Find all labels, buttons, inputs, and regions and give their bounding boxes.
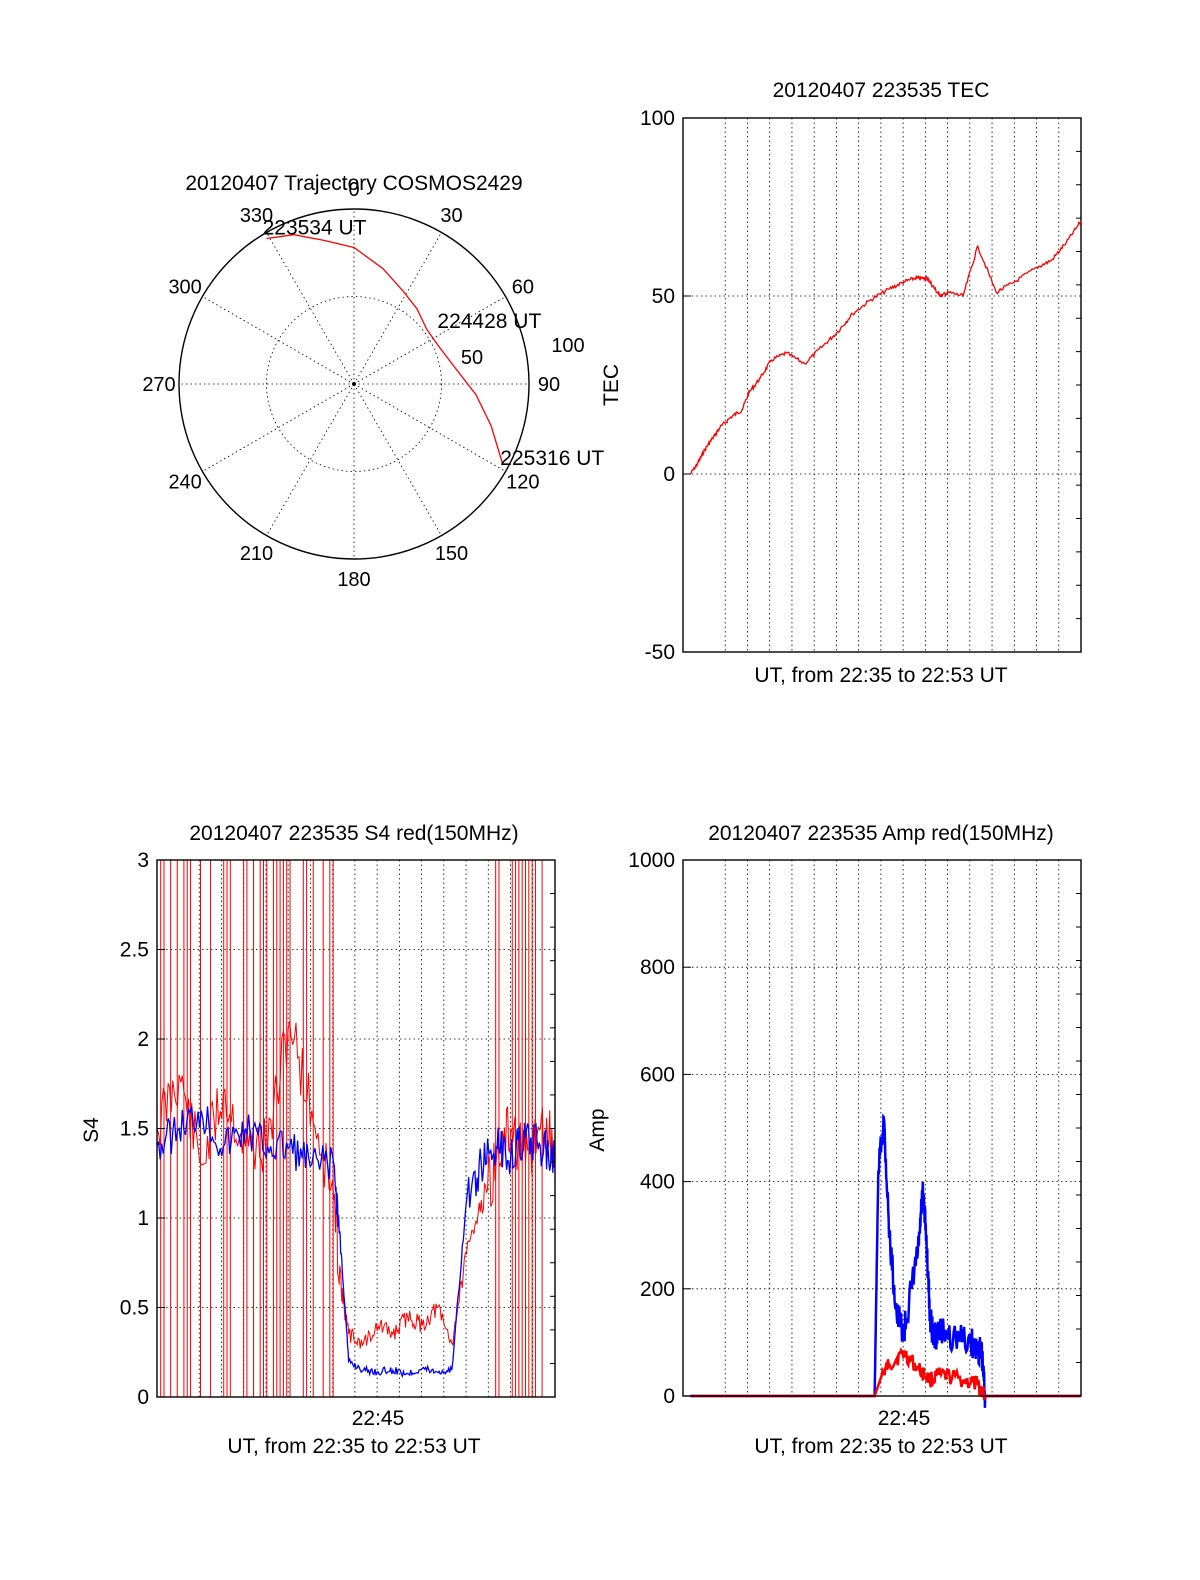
tec-series-line	[689, 220, 1082, 475]
s4-y-label: S4	[80, 1117, 103, 1143]
amp-x-tick-label: 22:45	[878, 1407, 931, 1430]
polar-angle-label-240: 240	[168, 472, 201, 494]
y-tick-label: 0.5	[120, 1297, 149, 1320]
annotation-end-time: 225316 UT	[500, 447, 604, 470]
polar-trajectory-line	[266, 234, 503, 464]
polar-angle-label-0: 0	[348, 179, 359, 201]
y-tick-label: 1000	[628, 849, 675, 872]
amp-y-label: Amp	[586, 1108, 609, 1151]
amp-title: 20120407 223535 Amp red(150MHz)	[708, 822, 1054, 845]
polar-angle-label-330: 330	[240, 205, 273, 227]
tec-grid	[683, 117, 1081, 653]
s4-x-label: UT, from 22:35 to 22:53 UT	[227, 1435, 480, 1458]
tec-y-label: TEC	[600, 364, 623, 406]
y-tick-label: 800	[640, 956, 675, 979]
y-tick-label: 0	[663, 1385, 675, 1408]
polar-angle-label-270: 270	[142, 374, 175, 396]
y-tick-label: 3	[137, 849, 149, 872]
polar-angle-label-180: 180	[337, 569, 370, 591]
polar-trajectory-chart: 20120407 Trajectory COSMOS2429 0 30 60 90 12…	[142, 172, 604, 591]
polar-angle-label-30: 30	[440, 205, 462, 227]
polar-angle-label-120: 120	[506, 472, 539, 494]
tec-chart: 20120407 223535 TEC -50 0 50 100 TEC UT, fr…	[600, 79, 1082, 687]
polar-radial-label-50: 50	[461, 347, 483, 369]
y-tick-label: 400	[640, 1171, 675, 1194]
polar-angle-label-60: 60	[512, 277, 534, 299]
polar-spoke-240	[202, 383, 355, 472]
polar-spoke-30	[353, 232, 442, 385]
y-tick-label: 100	[640, 107, 675, 130]
polar-spoke-210	[266, 383, 355, 536]
polar-center-dot	[352, 382, 356, 386]
tec-plot-frame	[682, 117, 1082, 653]
s4-chart: 20120407 223535 S4 red(150MHz) 0 0.5 1 1.5 2…	[80, 822, 556, 1458]
amp-chart: 20120407 223535 Amp red(150MHz) 0 200 400 6…	[586, 822, 1082, 1458]
polar-angle-label-210: 210	[240, 543, 273, 565]
s4-title: 20120407 223535 S4 red(150MHz)	[189, 822, 518, 845]
polar-title: 20120407 Trajectory COSMOS2429	[185, 172, 522, 195]
y-tick-label: -50	[645, 641, 675, 664]
amp-red-series-line	[690, 1346, 1081, 1401]
tec-x-label: UT, from 22:35 to 22:53 UT	[754, 664, 1007, 687]
polar-angle-label-300: 300	[168, 277, 201, 299]
y-tick-label: 1.5	[120, 1118, 149, 1141]
s4-blue-series-line	[156, 1106, 556, 1379]
tec-title: 20120407 223535 TEC	[773, 79, 990, 102]
y-tick-label: 1	[137, 1207, 149, 1230]
s4-x-tick-label: 22:45	[352, 1407, 405, 1430]
y-tick-label: 600	[640, 1063, 675, 1086]
y-tick-label: 2	[137, 1028, 149, 1051]
y-tick-label: 50	[652, 285, 675, 308]
amp-y-ticks: 0 200 400 600 800 1000	[628, 849, 1081, 1408]
tec-y-ticks: -50 0 50 100	[640, 107, 1081, 664]
s4-red-series-line	[156, 1021, 556, 1349]
polar-angle-label-150: 150	[435, 543, 468, 565]
polar-angle-label-90: 90	[538, 374, 560, 396]
y-tick-label: 0	[137, 1386, 149, 1409]
y-tick-label: 200	[640, 1278, 675, 1301]
polar-angle-labels: 0 30 60 90 120 150 180 210 240 270 300 330	[142, 179, 560, 591]
annotation-start-time: 223534 UT	[263, 217, 367, 240]
polar-radial-label-100: 100	[551, 335, 584, 357]
polar-grid	[179, 209, 529, 559]
annotation-mid-time: 224428 UT	[437, 310, 541, 333]
polar-grid-circle-50	[266, 296, 442, 472]
y-tick-label: 2.5	[120, 939, 149, 962]
polar-outer-circle	[178, 208, 530, 560]
amp-blue-series-line	[690, 1113, 1081, 1408]
y-tick-label: 0	[663, 463, 675, 486]
s4-y-ticks: 0 0.5 1 1.5 2 2.5 3	[120, 849, 555, 1409]
amp-x-label: UT, from 22:35 to 22:53 UT	[754, 1435, 1007, 1458]
